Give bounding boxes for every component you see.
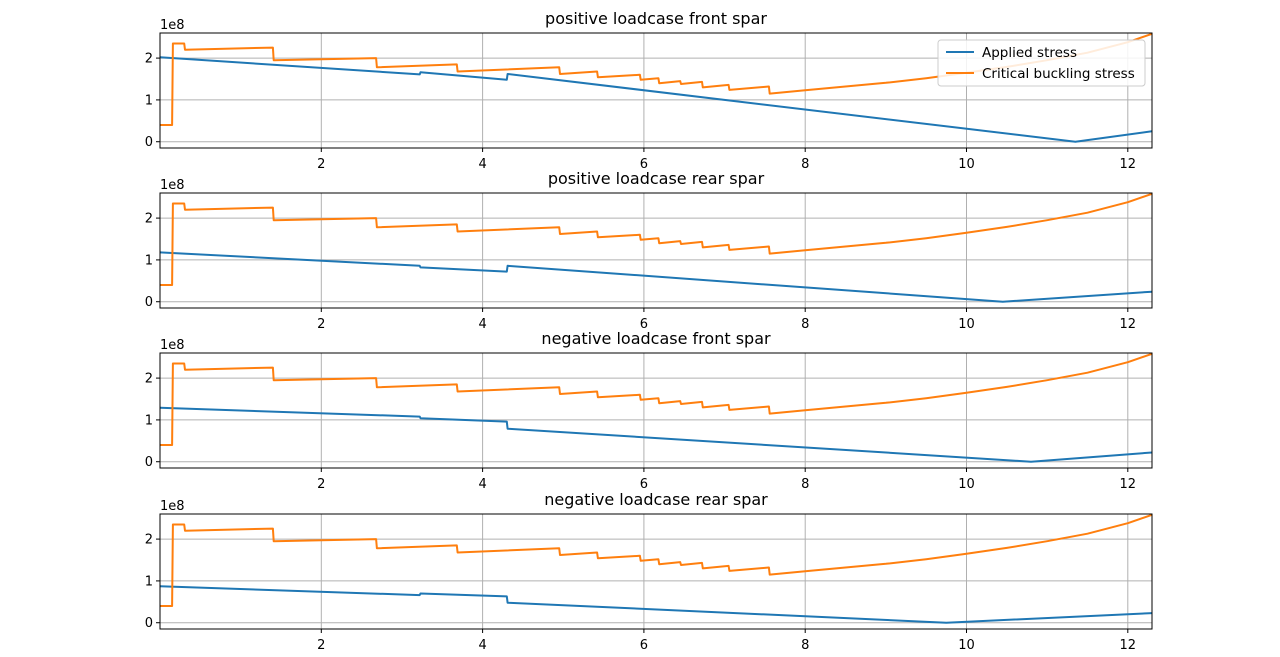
y-tick-label: 2 — [145, 533, 153, 548]
y-tick-label: 1 — [145, 253, 153, 268]
x-tick-label: 10 — [958, 157, 975, 172]
chart-title: negative loadcase front spar — [541, 329, 771, 348]
series-line-applied-stress — [160, 56, 1152, 143]
y-tick-label: 1 — [145, 93, 153, 108]
legend-label: Critical buckling stress — [982, 66, 1135, 82]
y-tick-label: 2 — [145, 372, 153, 387]
y-tick-label: 2 — [145, 212, 153, 227]
legend-box — [937, 39, 1146, 87]
x-tick-label: 6 — [640, 157, 648, 172]
x-tick-label: 4 — [478, 477, 486, 492]
y-scale-label: 1e8 — [160, 338, 185, 353]
series-line-applied-stress — [160, 406, 1152, 463]
x-tick-label: 2 — [317, 317, 325, 332]
legend: Applied stress Critical buckling stress — [937, 39, 1146, 87]
chart-title: positive loadcase front spar — [545, 9, 767, 28]
x-tick-label: 12 — [1120, 157, 1137, 172]
series-line-critical-buckling-stress — [160, 514, 1152, 607]
x-tick-label: 2 — [317, 477, 325, 492]
y-tick-label: 1 — [145, 413, 153, 428]
x-tick-label: 6 — [640, 477, 648, 492]
axes-frame — [159, 513, 1153, 630]
x-tick-label: 2 — [317, 157, 325, 172]
chart-title: negative loadcase rear spar — [544, 490, 768, 509]
x-tick-label: 4 — [478, 317, 486, 332]
x-tick-label: 4 — [478, 638, 486, 653]
y-tick-label: 0 — [145, 616, 153, 631]
series-line-applied-stress — [160, 251, 1152, 303]
x-tick-label: 12 — [1120, 477, 1137, 492]
x-tick-label: 12 — [1120, 317, 1137, 332]
axes-frame — [159, 32, 1153, 149]
y-scale-label: 1e8 — [160, 18, 185, 33]
axes-frame — [159, 352, 1153, 469]
series-line-critical-buckling-stress — [160, 193, 1152, 286]
y-scale-label: 1e8 — [160, 499, 185, 514]
x-tick-label: 6 — [640, 638, 648, 653]
series-line-applied-stress — [160, 585, 1152, 624]
x-tick-label: 6 — [640, 317, 648, 332]
chart-title: positive loadcase rear spar — [548, 169, 765, 188]
plot-area — [160, 193, 1152, 308]
x-tick-label: 10 — [958, 317, 975, 332]
y-tick-label: 0 — [145, 455, 153, 470]
plot-area — [160, 514, 1152, 629]
x-tick-label: 8 — [801, 638, 809, 653]
x-tick-label: 8 — [801, 477, 809, 492]
x-tick-label: 8 — [801, 317, 809, 332]
series-line-critical-buckling-stress — [160, 353, 1152, 446]
y-tick-label: 0 — [145, 295, 153, 310]
series-line-critical-buckling-stress — [160, 33, 1152, 126]
y-scale-label: 1e8 — [160, 178, 185, 193]
y-tick-label: 1 — [145, 574, 153, 589]
axes-frame — [159, 192, 1153, 309]
y-tick-label: 2 — [145, 52, 153, 67]
y-tick-label: 0 — [145, 135, 153, 150]
x-tick-label: 10 — [958, 638, 975, 653]
x-tick-label: 2 — [317, 638, 325, 653]
x-tick-label: 4 — [478, 157, 486, 172]
x-tick-label: 10 — [958, 477, 975, 492]
x-tick-label: 8 — [801, 157, 809, 172]
x-tick-label: 12 — [1120, 638, 1137, 653]
legend-label: Applied stress — [982, 45, 1077, 61]
plot-area — [160, 353, 1152, 468]
